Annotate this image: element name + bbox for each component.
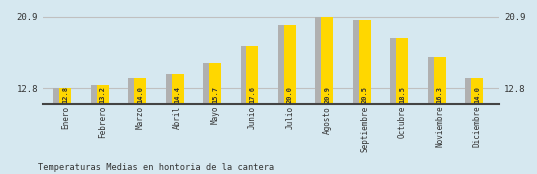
Text: 14.0: 14.0 bbox=[474, 86, 480, 103]
Bar bbox=[60, 88, 71, 174]
Bar bbox=[91, 85, 101, 174]
Bar bbox=[427, 57, 438, 174]
Bar bbox=[321, 17, 333, 174]
Text: 16.3: 16.3 bbox=[437, 86, 442, 103]
Bar bbox=[433, 57, 446, 174]
Bar bbox=[284, 25, 296, 174]
Bar bbox=[359, 20, 371, 174]
Bar bbox=[203, 63, 214, 174]
Text: 15.7: 15.7 bbox=[212, 86, 218, 103]
Bar bbox=[246, 46, 258, 174]
Bar bbox=[134, 78, 146, 174]
Text: 20.5: 20.5 bbox=[362, 86, 368, 103]
Bar bbox=[172, 74, 184, 174]
Bar bbox=[97, 85, 109, 174]
Text: 13.2: 13.2 bbox=[100, 86, 106, 103]
Text: Temperaturas Medias en hontoria de la cantera: Temperaturas Medias en hontoria de la ca… bbox=[38, 163, 274, 172]
Bar bbox=[241, 46, 251, 174]
Bar bbox=[166, 74, 176, 174]
Bar bbox=[278, 25, 288, 174]
Text: 20.9: 20.9 bbox=[324, 86, 330, 103]
Text: 20.0: 20.0 bbox=[287, 86, 293, 103]
Text: 12.8: 12.8 bbox=[62, 86, 68, 103]
Bar bbox=[390, 38, 401, 174]
Text: 14.4: 14.4 bbox=[175, 86, 180, 103]
Bar bbox=[471, 78, 483, 174]
Bar bbox=[315, 17, 326, 174]
Bar bbox=[353, 20, 363, 174]
Text: 18.5: 18.5 bbox=[399, 86, 405, 103]
Bar bbox=[396, 38, 408, 174]
Bar bbox=[128, 78, 139, 174]
Bar bbox=[209, 63, 221, 174]
Text: 14.0: 14.0 bbox=[137, 86, 143, 103]
Bar bbox=[465, 78, 475, 174]
Text: 17.6: 17.6 bbox=[250, 86, 256, 103]
Bar bbox=[54, 88, 64, 174]
